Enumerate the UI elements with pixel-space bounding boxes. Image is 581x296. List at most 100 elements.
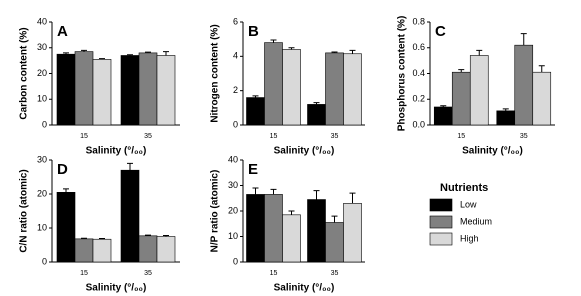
- bar: [120, 55, 140, 126]
- bar: [451, 71, 471, 126]
- y-tick-label: 0.4: [412, 68, 425, 78]
- error-bar: [270, 188, 277, 195]
- error-bar: [520, 33, 527, 46]
- y-tick-label: 0: [42, 256, 47, 266]
- error-bar: [288, 47, 295, 50]
- error-bar: [440, 105, 447, 107]
- error-bar: [63, 188, 69, 193]
- panel-label: E: [248, 161, 258, 178]
- bar: [74, 238, 94, 263]
- bar: [282, 214, 301, 263]
- x-axis-label: Salinity (°/₀₀): [86, 146, 147, 157]
- bar: [307, 104, 326, 126]
- panel-label: B: [248, 23, 259, 40]
- y-tick-label: 10: [228, 231, 238, 241]
- y-axis-label: C/N ratio (atomic): [19, 169, 30, 252]
- error-bar: [145, 51, 151, 53]
- x-tick-label: 35: [144, 270, 152, 277]
- y-tick-label: 0: [42, 119, 47, 129]
- bar: [469, 55, 489, 126]
- panel-label: A: [57, 23, 68, 40]
- y-tick-label: 20: [37, 68, 47, 78]
- bar: [325, 222, 344, 263]
- y-tick-label: 20: [37, 188, 47, 198]
- bar: [264, 42, 283, 126]
- bar: [56, 53, 76, 126]
- bar: [307, 199, 326, 263]
- error-bar: [163, 234, 169, 237]
- y-axis-label: Nitrogen content (%): [210, 24, 221, 122]
- bar: [156, 236, 176, 263]
- bar: [343, 203, 362, 263]
- y-tick-label: 4: [233, 51, 238, 61]
- x-tick-label: 15: [270, 133, 278, 140]
- bar: [514, 44, 534, 126]
- error-bar: [81, 49, 87, 52]
- error-bar: [313, 102, 320, 105]
- bar: [433, 106, 453, 126]
- bar: [325, 52, 344, 126]
- error-bar: [81, 237, 87, 239]
- y-tick-label: 6: [233, 16, 238, 26]
- error-bar: [313, 190, 320, 200]
- y-tick-label: 30: [37, 42, 47, 52]
- bar: [246, 97, 265, 126]
- x-tick-label: 35: [331, 133, 339, 140]
- bar: [56, 192, 76, 263]
- error-bar: [476, 49, 483, 56]
- error-bar: [127, 162, 133, 171]
- x-tick-label: 15: [270, 270, 278, 277]
- error-bar: [349, 192, 356, 204]
- y-tick-label: 30: [228, 180, 238, 190]
- y-tick-label: 0.8: [412, 16, 425, 26]
- y-tick-label: 40: [37, 16, 47, 26]
- error-bar: [538, 65, 545, 73]
- legend-label: Low: [460, 199, 477, 209]
- error-bar: [252, 95, 259, 98]
- error-bar: [502, 108, 509, 111]
- bar: [92, 238, 112, 263]
- x-axis-label: Salinity (°/₀₀): [462, 146, 523, 157]
- bar: [532, 71, 552, 126]
- legend-label: High: [460, 233, 479, 243]
- panel-label: D: [57, 161, 68, 178]
- error-bar: [145, 234, 151, 236]
- error-bar: [288, 210, 295, 215]
- legend-swatch: [429, 198, 453, 212]
- error-bar: [331, 51, 338, 53]
- bar: [343, 53, 362, 126]
- bar: [92, 59, 112, 126]
- bar: [138, 52, 158, 126]
- y-axis-label: Carbon content (%): [19, 27, 30, 119]
- x-axis-label: Salinity (°/₀₀): [86, 283, 147, 294]
- bar: [246, 194, 265, 263]
- bar: [264, 194, 283, 263]
- x-tick-label: 15: [457, 133, 465, 140]
- x-axis-label: Salinity (°/₀₀): [274, 283, 335, 294]
- x-axis-label: Salinity (°/₀₀): [274, 146, 335, 157]
- y-tick-label: 2: [233, 85, 238, 95]
- x-tick-label: 35: [331, 270, 339, 277]
- legend-title: Nutrients: [440, 182, 488, 194]
- y-tick-label: 0.2: [412, 94, 425, 104]
- error-bar: [99, 58, 105, 60]
- bar: [496, 110, 516, 126]
- y-axis-label: Phosphorus content (%): [397, 16, 408, 132]
- error-bar: [270, 39, 277, 43]
- y-tick-label: 10: [37, 222, 47, 232]
- legend-label: Medium: [460, 216, 492, 226]
- error-bar: [63, 52, 69, 55]
- y-tick-label: 0: [233, 256, 238, 266]
- y-tick-label: 40: [228, 154, 238, 164]
- legend-swatch: [429, 215, 453, 229]
- error-bar: [127, 54, 133, 56]
- bar: [120, 169, 140, 263]
- y-tick-label: 0: [233, 119, 238, 129]
- x-tick-label: 15: [80, 270, 88, 277]
- y-tick-label: 20: [228, 205, 238, 215]
- bar: [156, 55, 176, 126]
- error-bar: [163, 51, 169, 56]
- x-tick-label: 15: [80, 133, 88, 140]
